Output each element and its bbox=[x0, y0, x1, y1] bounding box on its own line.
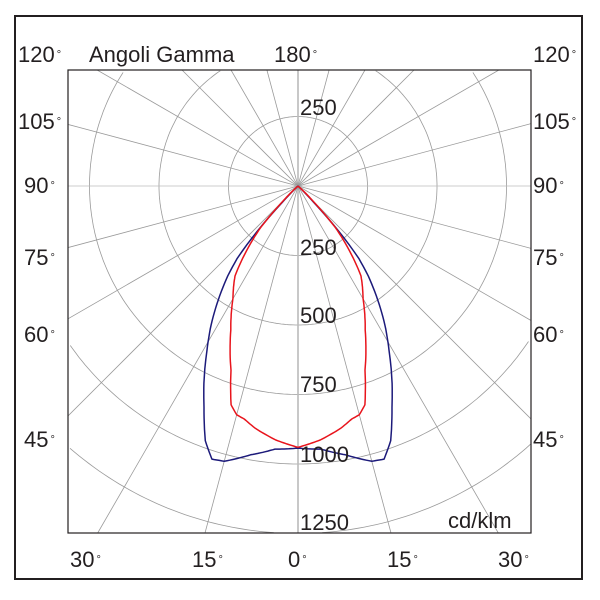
chart-frame bbox=[14, 15, 583, 580]
side-angle-label-l: 45 ° bbox=[24, 427, 55, 452]
grid-circle bbox=[158, 70, 438, 326]
side-angle-label-l: 120 ° bbox=[18, 42, 62, 67]
curves bbox=[203, 185, 393, 462]
side-angle-label-l: 60 ° bbox=[24, 322, 55, 347]
unit-label: cd/klm bbox=[448, 508, 512, 533]
bottom-angle-label: 15 ° bbox=[387, 547, 418, 572]
chart-title: Angoli Gamma bbox=[89, 42, 235, 67]
grid-circle bbox=[322, 443, 531, 533]
bottom-angle-label: 0 ° bbox=[288, 547, 307, 572]
radial-label-lower: 500 bbox=[300, 303, 337, 328]
polar-grid bbox=[68, 70, 531, 533]
grid-circle bbox=[375, 70, 438, 186]
side-angle-label-r: 90 ° bbox=[533, 173, 564, 198]
grid-circle bbox=[472, 72, 507, 186]
grid-circle bbox=[69, 447, 274, 533]
side-angle-label-l: 90 ° bbox=[24, 173, 55, 198]
side-angle-label-r: 120 ° bbox=[533, 42, 577, 67]
radial-label-lower: 750 bbox=[300, 372, 337, 397]
bottom-angle-label: 30 ° bbox=[498, 547, 529, 572]
grid-spoke bbox=[68, 123, 531, 248]
radial-label-lower: 1000 bbox=[300, 442, 349, 467]
series-curve-0 bbox=[203, 185, 393, 462]
grid-circle bbox=[89, 72, 507, 395]
series-curve-1 bbox=[229, 185, 367, 449]
top-angle-label: 180 ° bbox=[274, 42, 318, 67]
grid-spoke bbox=[230, 70, 499, 533]
plot-box bbox=[67, 69, 532, 534]
bottom-angle-label: 15 ° bbox=[192, 547, 223, 572]
grid-spoke bbox=[68, 70, 500, 320]
bottom-angle-label: 30 ° bbox=[70, 547, 101, 572]
side-angle-label-r: 105 ° bbox=[533, 109, 577, 134]
grid-spoke bbox=[68, 70, 415, 417]
radial-label-lower: 1250 bbox=[300, 510, 349, 535]
side-angle-label-l: 75 ° bbox=[24, 245, 55, 270]
grid-spoke bbox=[266, 70, 392, 533]
grid-spoke bbox=[204, 70, 330, 533]
side-angle-label-r: 75 ° bbox=[533, 245, 564, 270]
radial-label-lower: 250 bbox=[300, 235, 337, 260]
side-angle-label-r: 45 ° bbox=[533, 427, 564, 452]
side-angle-label-r: 60 ° bbox=[533, 322, 564, 347]
grid-spoke bbox=[181, 70, 531, 420]
grid-spoke bbox=[96, 70, 531, 321]
grid-circle bbox=[69, 341, 529, 465]
grid-spoke bbox=[97, 70, 366, 533]
radial-label-upper: 250 bbox=[300, 95, 337, 120]
side-angle-label-l: 105 ° bbox=[18, 109, 62, 134]
